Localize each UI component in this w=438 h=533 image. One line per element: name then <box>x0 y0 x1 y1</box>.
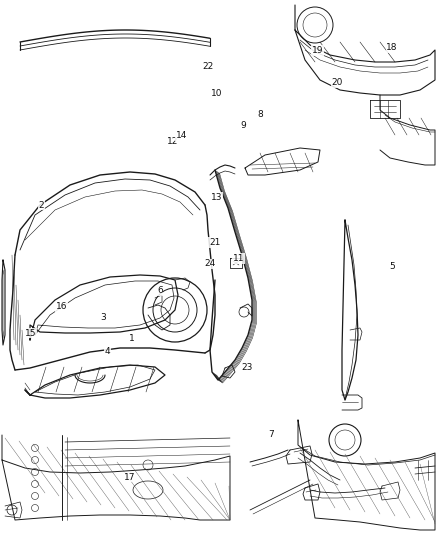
Text: 6: 6 <box>157 286 163 295</box>
Text: 8: 8 <box>258 110 264 119</box>
Text: 19: 19 <box>312 46 323 55</box>
Text: 23: 23 <box>242 364 253 372</box>
Text: 16: 16 <box>56 302 67 311</box>
Text: 24: 24 <box>205 260 216 268</box>
Text: 2: 2 <box>39 201 44 209</box>
Text: 12: 12 <box>167 137 179 146</box>
Text: 20: 20 <box>332 78 343 87</box>
Text: 11: 11 <box>233 254 244 263</box>
Text: 18: 18 <box>386 44 398 52</box>
Text: 9: 9 <box>240 121 246 130</box>
Text: 17: 17 <box>124 473 135 481</box>
Text: 22: 22 <box>202 62 214 71</box>
Text: 21: 21 <box>209 238 220 247</box>
Text: 10: 10 <box>211 89 223 98</box>
Text: 13: 13 <box>211 193 223 201</box>
Text: 7: 7 <box>268 430 275 439</box>
Text: 1: 1 <box>128 334 134 343</box>
Text: 4: 4 <box>105 348 110 356</box>
Text: 5: 5 <box>389 262 395 271</box>
Text: 3: 3 <box>100 313 106 321</box>
Text: 14: 14 <box>176 132 187 140</box>
Text: 15: 15 <box>25 329 36 337</box>
